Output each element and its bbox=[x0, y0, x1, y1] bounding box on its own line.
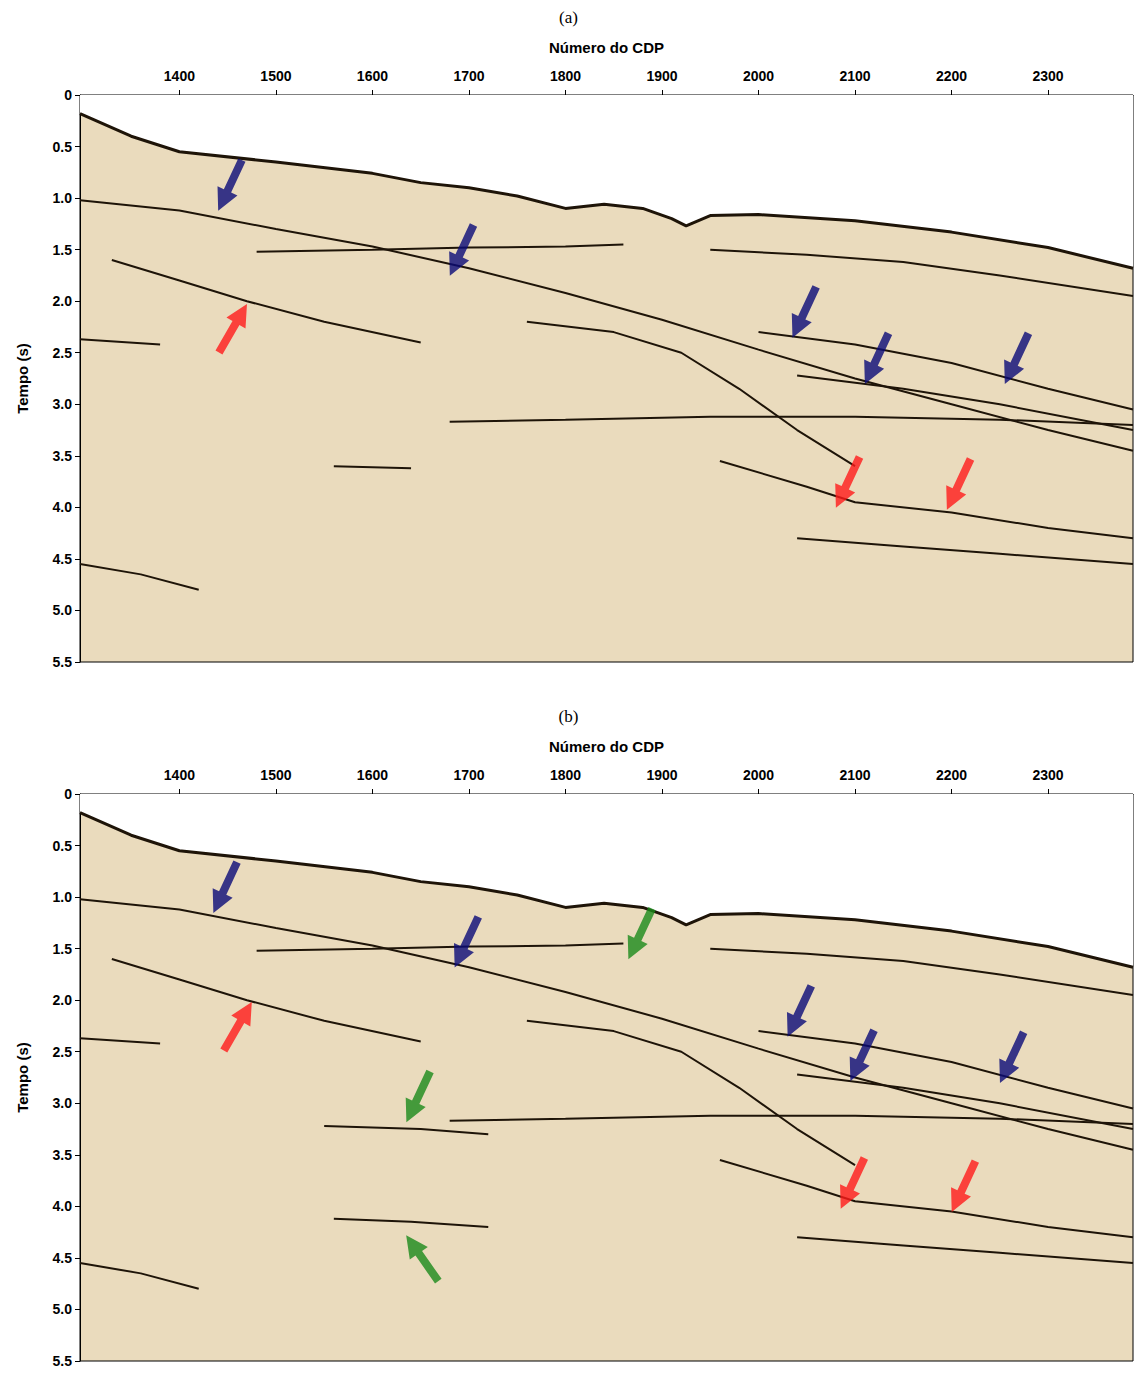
svg-text:1900: 1900 bbox=[646, 68, 677, 84]
svg-text:2000: 2000 bbox=[743, 68, 774, 84]
svg-text:1500: 1500 bbox=[260, 767, 291, 783]
svg-text:0: 0 bbox=[64, 87, 72, 103]
svg-text:1.5: 1.5 bbox=[53, 941, 73, 957]
svg-text:1800: 1800 bbox=[550, 767, 581, 783]
svg-text:1800: 1800 bbox=[550, 68, 581, 84]
svg-text:1600: 1600 bbox=[357, 767, 388, 783]
svg-text:1400: 1400 bbox=[164, 767, 195, 783]
svg-text:1.0: 1.0 bbox=[53, 889, 73, 905]
svg-text:1400: 1400 bbox=[164, 68, 195, 84]
svg-text:2.0: 2.0 bbox=[53, 293, 73, 309]
svg-text:3.5: 3.5 bbox=[53, 1147, 73, 1163]
svg-text:Tempo (s): Tempo (s) bbox=[14, 1042, 31, 1113]
svg-text:1600: 1600 bbox=[357, 68, 388, 84]
svg-text:Tempo (s): Tempo (s) bbox=[14, 343, 31, 414]
svg-text:5.0: 5.0 bbox=[53, 602, 73, 618]
svg-text:1500: 1500 bbox=[260, 68, 291, 84]
svg-text:0.5: 0.5 bbox=[53, 838, 73, 854]
svg-text:4.5: 4.5 bbox=[53, 551, 73, 567]
svg-text:(b): (b) bbox=[559, 707, 579, 726]
svg-text:2.5: 2.5 bbox=[53, 1044, 73, 1060]
svg-text:2200: 2200 bbox=[936, 767, 967, 783]
svg-text:5.5: 5.5 bbox=[53, 654, 73, 670]
svg-text:2100: 2100 bbox=[839, 68, 870, 84]
svg-text:Número do CDP: Número do CDP bbox=[549, 39, 664, 56]
svg-text:(a): (a) bbox=[559, 8, 578, 27]
svg-text:1.5: 1.5 bbox=[53, 242, 73, 258]
svg-text:5.5: 5.5 bbox=[53, 1353, 73, 1369]
svg-text:4.5: 4.5 bbox=[53, 1250, 73, 1266]
svg-text:1700: 1700 bbox=[453, 68, 484, 84]
svg-text:2.5: 2.5 bbox=[53, 345, 73, 361]
svg-text:2000: 2000 bbox=[743, 767, 774, 783]
svg-text:2100: 2100 bbox=[839, 767, 870, 783]
svg-text:4.0: 4.0 bbox=[53, 499, 73, 515]
svg-text:Número do CDP: Número do CDP bbox=[549, 738, 664, 755]
svg-text:1.0: 1.0 bbox=[53, 190, 73, 206]
svg-text:2300: 2300 bbox=[1032, 767, 1063, 783]
svg-text:3.5: 3.5 bbox=[53, 448, 73, 464]
svg-text:2200: 2200 bbox=[936, 68, 967, 84]
svg-text:3.0: 3.0 bbox=[53, 1095, 73, 1111]
svg-text:0.5: 0.5 bbox=[53, 139, 73, 155]
svg-text:0: 0 bbox=[64, 786, 72, 802]
svg-text:1900: 1900 bbox=[646, 767, 677, 783]
svg-text:2300: 2300 bbox=[1032, 68, 1063, 84]
svg-text:5.0: 5.0 bbox=[53, 1301, 73, 1317]
svg-text:2.0: 2.0 bbox=[53, 992, 73, 1008]
svg-text:4.0: 4.0 bbox=[53, 1198, 73, 1214]
svg-text:3.0: 3.0 bbox=[53, 396, 73, 412]
svg-text:1700: 1700 bbox=[453, 767, 484, 783]
